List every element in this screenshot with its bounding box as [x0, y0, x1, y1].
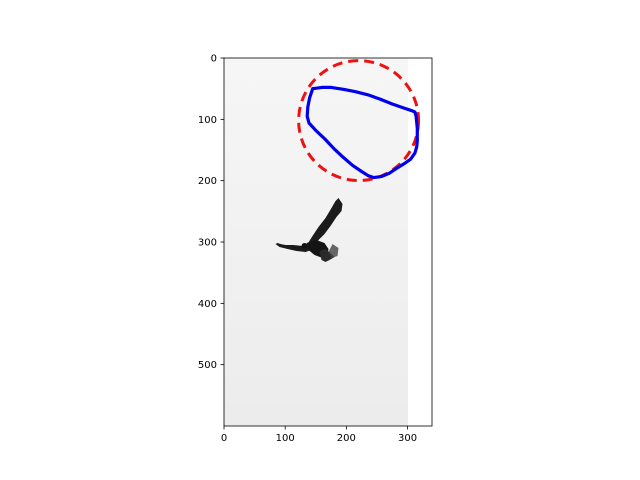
y-tick-label: 400	[198, 299, 217, 310]
x-tick-label: 100	[276, 433, 295, 444]
y-tick-label: 0	[211, 54, 217, 65]
dashed-circle-overlay	[297, 59, 421, 183]
x-axis: 0 100 200 300	[221, 426, 417, 444]
plot-area	[223, 57, 433, 427]
y-tick-label: 200	[198, 176, 217, 187]
y-tick-label: 100	[198, 115, 217, 126]
blue-contour-overlay	[305, 85, 419, 180]
x-tick-label: 200	[337, 433, 356, 444]
x-tick-label: 0	[221, 433, 227, 444]
x-tick-label: 300	[398, 433, 417, 444]
bird-silhouette	[275, 198, 343, 262]
y-axis: 0 100 200 300 400 500	[198, 54, 224, 371]
y-tick-label: 300	[198, 238, 217, 249]
y-tick-label: 500	[198, 360, 217, 371]
